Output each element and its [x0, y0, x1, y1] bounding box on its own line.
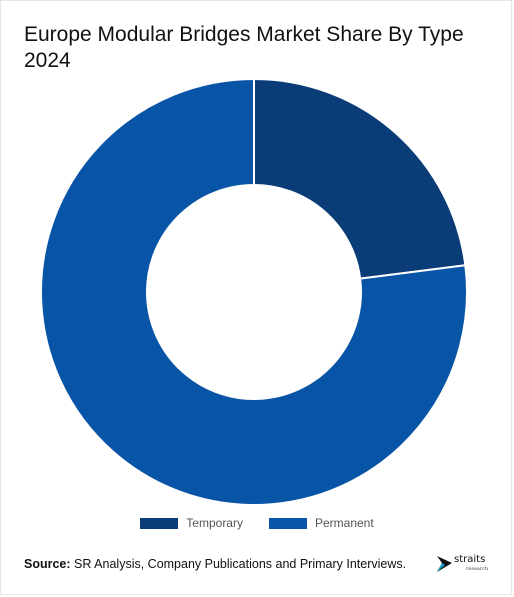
legend-label-permanent: Permanent: [314, 516, 374, 530]
slices-group: [40, 77, 468, 506]
legend-swatch-permanent: [268, 517, 307, 529]
chart-title: Europe Modular Bridges Market Share By T…: [24, 23, 464, 72]
source-label: Source:: [24, 557, 71, 571]
slice-temporary[interactable]: [253, 77, 467, 280]
legend-item-permanent[interactable]: Permanent: [268, 516, 374, 530]
source-note: Source: SR Analysis, Company Publication…: [24, 557, 406, 571]
legend-item-temporary[interactable]: Temporary: [140, 516, 243, 530]
logo-subtext: research: [466, 566, 489, 572]
straits-logo-icon: [437, 556, 452, 572]
legend-label-temporary: Temporary: [186, 516, 243, 530]
straits-logo: straits research: [436, 552, 496, 578]
chart-legend: Temporary Permanent: [0, 516, 514, 530]
legend-swatch-temporary: [140, 517, 179, 529]
slice-permanent[interactable]: [40, 77, 468, 506]
source-text: SR Analysis, Company Publications and Pr…: [74, 557, 407, 571]
logo-wordmark: straits: [454, 554, 486, 565]
